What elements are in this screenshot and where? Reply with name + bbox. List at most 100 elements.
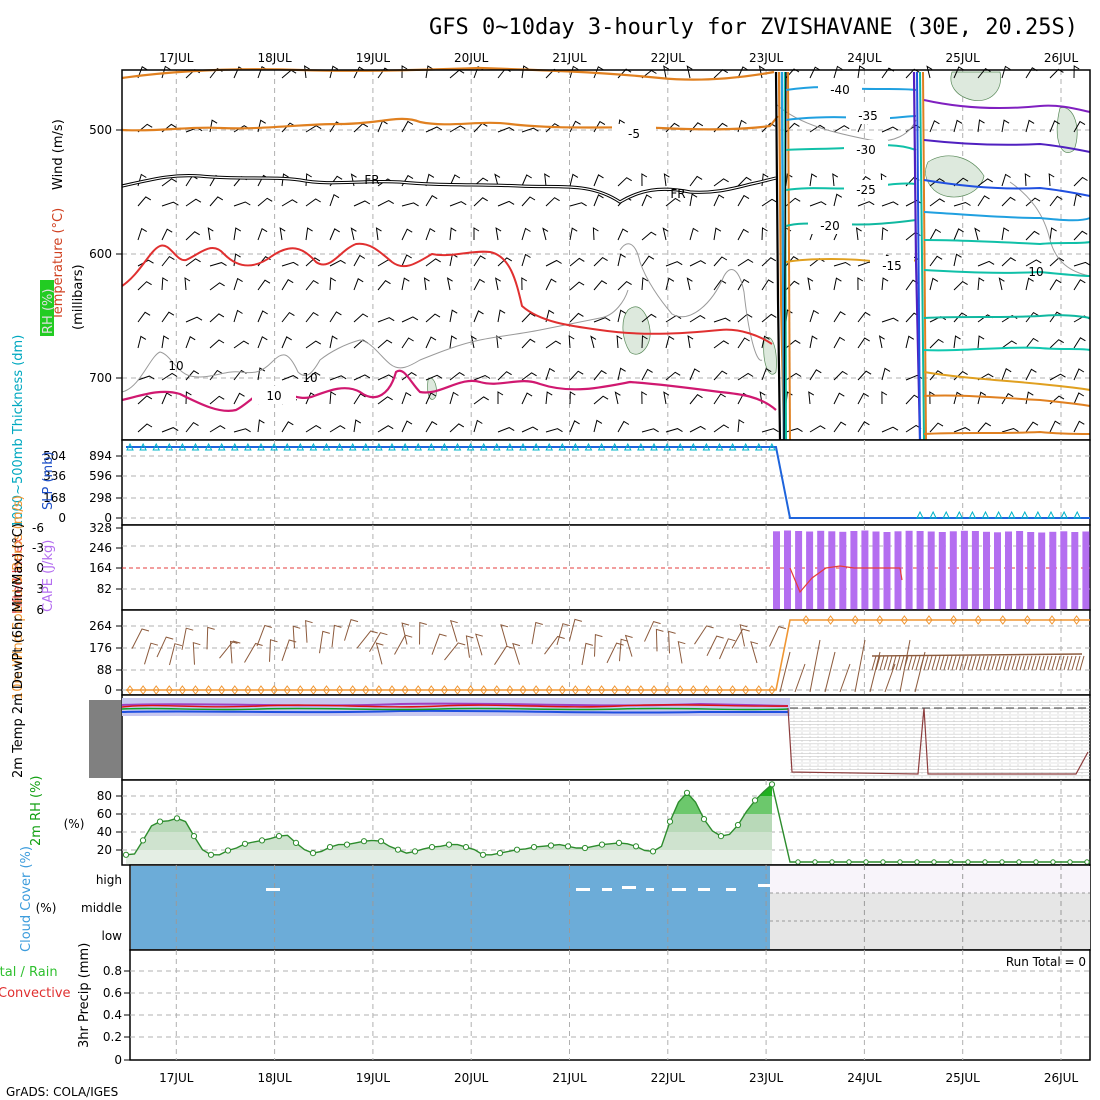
wind-barb [329, 391, 337, 405]
wind-barb [641, 173, 648, 187]
wind-speed-marker [876, 615, 884, 625]
wind-barb [161, 311, 175, 323]
wind-barb [593, 419, 603, 433]
wind-barb [473, 310, 484, 323]
wind-barb [185, 231, 200, 241]
cape-bar [971, 531, 979, 610]
wind-barb [737, 66, 749, 79]
thickness-marker [492, 442, 501, 451]
wind-barb [569, 312, 584, 323]
wind-barb [161, 392, 172, 405]
wind-barb [233, 392, 245, 405]
wind10m-barb [1067, 655, 1073, 671]
wind-barb [905, 68, 920, 79]
wind10m-barb [955, 655, 961, 671]
precip-tick-label: 0.8 [103, 964, 122, 978]
wind-barb [665, 428, 683, 433]
thickness-marker [126, 442, 134, 451]
wind10m-tick-label: 176 [89, 641, 112, 655]
wind-barb [809, 201, 827, 207]
wind-barb [281, 279, 294, 291]
lifted-index-axis-label: Lifted Index [11, 537, 26, 614]
cape-bar [927, 531, 935, 610]
wind-barb [209, 282, 225, 291]
wind-barb [807, 277, 814, 291]
wind-barb [713, 317, 731, 323]
temperature-axis-label: Temperature (°C) [51, 208, 66, 321]
contour-label: 10 [168, 359, 183, 373]
rh-point [496, 850, 504, 857]
wind10m-barb [444, 642, 466, 661]
wind10m-barb [581, 642, 594, 666]
wind10m-barb [1043, 655, 1049, 671]
thickness-marker [296, 442, 305, 451]
rh-point [897, 859, 903, 865]
wind-barb [1073, 368, 1085, 381]
wind10m-barb [624, 634, 633, 657]
wind-barb [281, 261, 299, 267]
wind10m-barb [927, 655, 933, 671]
wind-barb [881, 201, 899, 207]
contour-label: -5 [628, 127, 640, 141]
thickness-marker [994, 510, 1003, 519]
rh-color-box [40, 280, 54, 336]
thickness-marker [375, 442, 383, 451]
wind-barb [641, 368, 653, 381]
wind-barb [593, 317, 611, 323]
wind-barb [977, 119, 985, 133]
wind-barb [857, 201, 875, 207]
wind-barb [207, 227, 214, 241]
cape-bar [1082, 531, 1090, 610]
slp-tick-label: 894 [89, 449, 112, 463]
thickness-marker [981, 510, 990, 519]
wind-barb [809, 124, 826, 133]
wind-barb [929, 178, 945, 187]
wind-barb [569, 391, 576, 405]
rh-point [863, 859, 869, 865]
wind-barb [449, 309, 458, 323]
wind-barb [185, 198, 202, 207]
wind-barb [401, 371, 417, 381]
thickness-marker [637, 442, 645, 451]
wind10m-barb [655, 628, 664, 652]
wind-barb [929, 338, 944, 349]
wind10m-barb [979, 655, 985, 671]
wind-barb [977, 335, 985, 349]
wind-barb [1073, 261, 1091, 267]
wind-barb [689, 368, 700, 381]
wind-speed-marker [506, 685, 514, 695]
wind-barb [761, 335, 770, 349]
rh-point [394, 846, 402, 853]
top-date-label: 23JUL [749, 51, 784, 65]
wind-barb [569, 257, 585, 267]
wind10m-barb [769, 626, 786, 647]
wind-barb [857, 370, 872, 381]
wind-barb [473, 197, 488, 207]
wind10m-barb [1007, 655, 1013, 671]
wind-barb [833, 311, 846, 323]
wind-barb [353, 393, 366, 405]
thickness-marker [610, 442, 619, 451]
wind-speed-marker [309, 685, 318, 695]
wind-barb [329, 375, 347, 381]
wind-barb [881, 317, 899, 323]
rh-point [360, 838, 368, 845]
wind-barb [353, 254, 366, 267]
cape-bar [828, 531, 836, 611]
cape-li-ticks: -6 -3 0 3 6 328 246 164 82 [32, 521, 122, 617]
wind-barb [593, 66, 604, 79]
wind-barb [473, 227, 480, 240]
thickness-marker [283, 442, 292, 451]
rh-point [122, 851, 130, 858]
wind-barb [592, 227, 599, 241]
bottom-date-label: 24JUL [847, 1071, 882, 1085]
wind-barb [1025, 311, 1039, 323]
thickness-marker [584, 442, 593, 451]
wind-barb [641, 391, 648, 405]
cloud-break [726, 888, 736, 891]
wind-barb [401, 254, 412, 267]
temp2m-grid [89, 698, 1090, 780]
wind-barb [209, 196, 224, 207]
thickness-markers [126, 442, 1082, 519]
wind-barb [761, 367, 772, 381]
